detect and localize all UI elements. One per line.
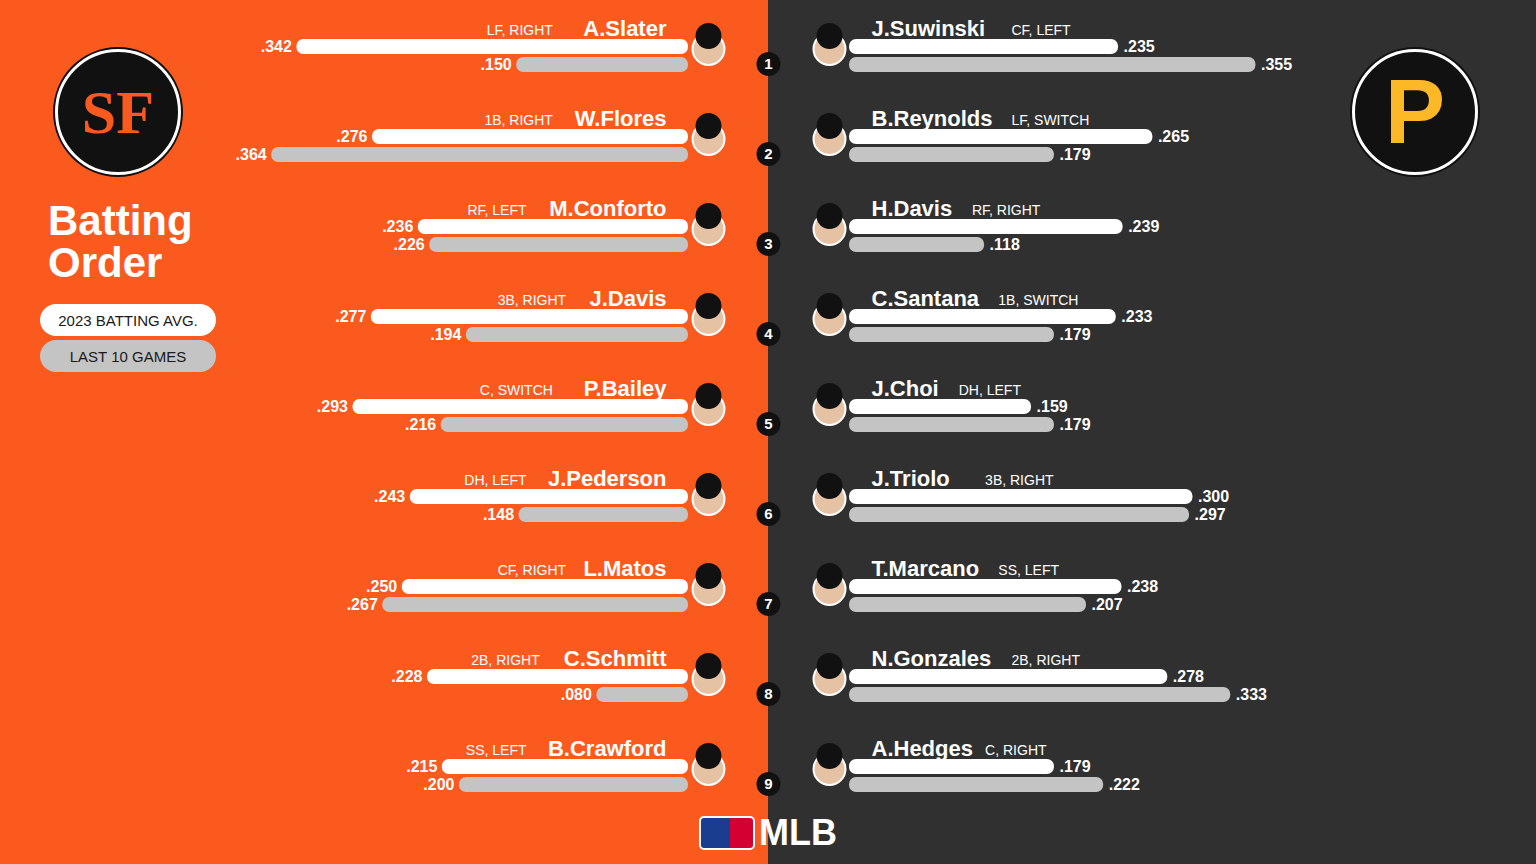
svg-text:C.Santana: C.Santana [872, 286, 980, 311]
svg-text:SS, LEFT: SS, LEFT [998, 562, 1059, 578]
svg-text:.216: .216 [405, 416, 436, 433]
svg-text:1B, SWITCH: 1B, SWITCH [998, 292, 1078, 308]
html-text:MLB: MLB [759, 812, 837, 853]
svg-text:RF, LEFT: RF, LEFT [467, 202, 527, 218]
html-text:2023 BATTING AVG.: 2023 BATTING AVG. [58, 311, 198, 329]
svg-text:.222: .222 [1109, 776, 1140, 793]
svg-text:.194: .194 [430, 326, 461, 343]
svg-text:.243: .243 [374, 488, 405, 505]
svg-text:LF, SWITCH: LF, SWITCH [1012, 112, 1090, 128]
svg-text:L.Matos: L.Matos [583, 556, 666, 581]
svg-text:.265: .265 [1158, 128, 1189, 145]
svg-text:.200: .200 [423, 776, 454, 793]
svg-text:.333: .333 [1236, 686, 1267, 703]
svg-text:.150: .150 [481, 56, 512, 73]
svg-text:.118: .118 [990, 236, 1020, 253]
svg-text:5: 5 [764, 415, 772, 432]
svg-text:RF, RIGHT: RF, RIGHT [972, 202, 1041, 218]
svg-text:.297: .297 [1195, 506, 1226, 523]
svg-text:A.Slater: A.Slater [583, 16, 667, 41]
svg-text:.250: .250 [366, 578, 397, 595]
html-text:LAST 10 GAMES: LAST 10 GAMES [69, 347, 187, 365]
svg-text:.159: .159 [1037, 398, 1068, 415]
svg-text:6: 6 [764, 505, 772, 522]
svg-text:.278: .278 [1173, 668, 1204, 685]
svg-text:.207: .207 [1092, 596, 1123, 613]
svg-text:.238: .238 [1127, 578, 1158, 595]
svg-text:.148: .148 [483, 506, 514, 523]
svg-text:.226: .226 [394, 236, 425, 253]
svg-text:DH, LEFT: DH, LEFT [464, 472, 527, 488]
svg-text:.179: .179 [1059, 326, 1090, 343]
svg-text:.235: .235 [1124, 38, 1155, 55]
svg-text:J.Choi: J.Choi [872, 376, 939, 401]
svg-text:C, SWITCH: C, SWITCH [480, 382, 553, 398]
svg-text:SS, LEFT: SS, LEFT [466, 742, 527, 758]
svg-text:B.Crawford: B.Crawford [548, 736, 667, 761]
svg-text:N.Gonzales: N.Gonzales [872, 646, 992, 671]
html-text:P: P [1385, 61, 1445, 162]
svg-text:CF, LEFT: CF, LEFT [1012, 22, 1072, 38]
svg-text:B.Reynolds: B.Reynolds [872, 106, 993, 131]
svg-text:J.Pederson: J.Pederson [548, 466, 667, 491]
svg-text:.228: .228 [391, 668, 422, 685]
svg-text:J.Suwinski: J.Suwinski [872, 16, 986, 41]
svg-text:2: 2 [764, 145, 772, 162]
svg-text:7: 7 [764, 595, 772, 612]
svg-text:.179: .179 [1059, 416, 1090, 433]
svg-text:.215: .215 [406, 758, 437, 775]
html-text:SF: SF [81, 77, 155, 146]
svg-text:.239: .239 [1128, 218, 1159, 235]
svg-text:.277: .277 [335, 308, 366, 325]
svg-text:2B, RIGHT: 2B, RIGHT [1012, 652, 1081, 668]
svg-text:.080: .080 [561, 686, 592, 703]
svg-text:CF, RIGHT: CF, RIGHT [498, 562, 567, 578]
svg-text:.364: .364 [236, 146, 267, 163]
svg-text:1B, RIGHT: 1B, RIGHT [484, 112, 553, 128]
svg-text:H.Davis: H.Davis [872, 196, 953, 221]
svg-text:C.Schmitt: C.Schmitt [564, 646, 667, 671]
html-text:Batting Order: Batting Order [48, 197, 193, 286]
svg-text:.179: .179 [1059, 146, 1090, 163]
svg-text:.300: .300 [1198, 488, 1229, 505]
svg-text:J.Triolo: J.Triolo [872, 466, 950, 491]
svg-text:A.Hedges: A.Hedges [872, 736, 973, 761]
svg-text:.276: .276 [336, 128, 367, 145]
svg-text:T.Marcano: T.Marcano [872, 556, 980, 581]
svg-text:3B, RIGHT: 3B, RIGHT [985, 472, 1054, 488]
svg-text:DH, LEFT: DH, LEFT [959, 382, 1022, 398]
svg-text:.233: .233 [1121, 308, 1152, 325]
svg-text:4: 4 [764, 325, 773, 342]
svg-text:9: 9 [764, 775, 772, 792]
svg-text:.355: .355 [1261, 56, 1292, 73]
svg-text:M.Conforto: M.Conforto [549, 196, 666, 221]
svg-text:3B, RIGHT: 3B, RIGHT [498, 292, 567, 308]
svg-text:.342: .342 [261, 38, 292, 55]
svg-text:1: 1 [764, 55, 772, 72]
svg-text:.179: .179 [1059, 758, 1090, 775]
svg-text:J.Davis: J.Davis [589, 286, 666, 311]
svg-text:.293: .293 [317, 398, 348, 415]
svg-text:2B, RIGHT: 2B, RIGHT [471, 652, 540, 668]
svg-text:.236: .236 [382, 218, 413, 235]
svg-text:.267: .267 [347, 596, 378, 613]
svg-text:LF, RIGHT: LF, RIGHT [487, 22, 554, 38]
svg-text:8: 8 [764, 685, 772, 702]
svg-text:P.Bailey: P.Bailey [584, 376, 668, 401]
svg-text:3: 3 [764, 235, 772, 252]
svg-text:W.Flores: W.Flores [575, 106, 667, 131]
svg-text:C, RIGHT: C, RIGHT [985, 742, 1047, 758]
